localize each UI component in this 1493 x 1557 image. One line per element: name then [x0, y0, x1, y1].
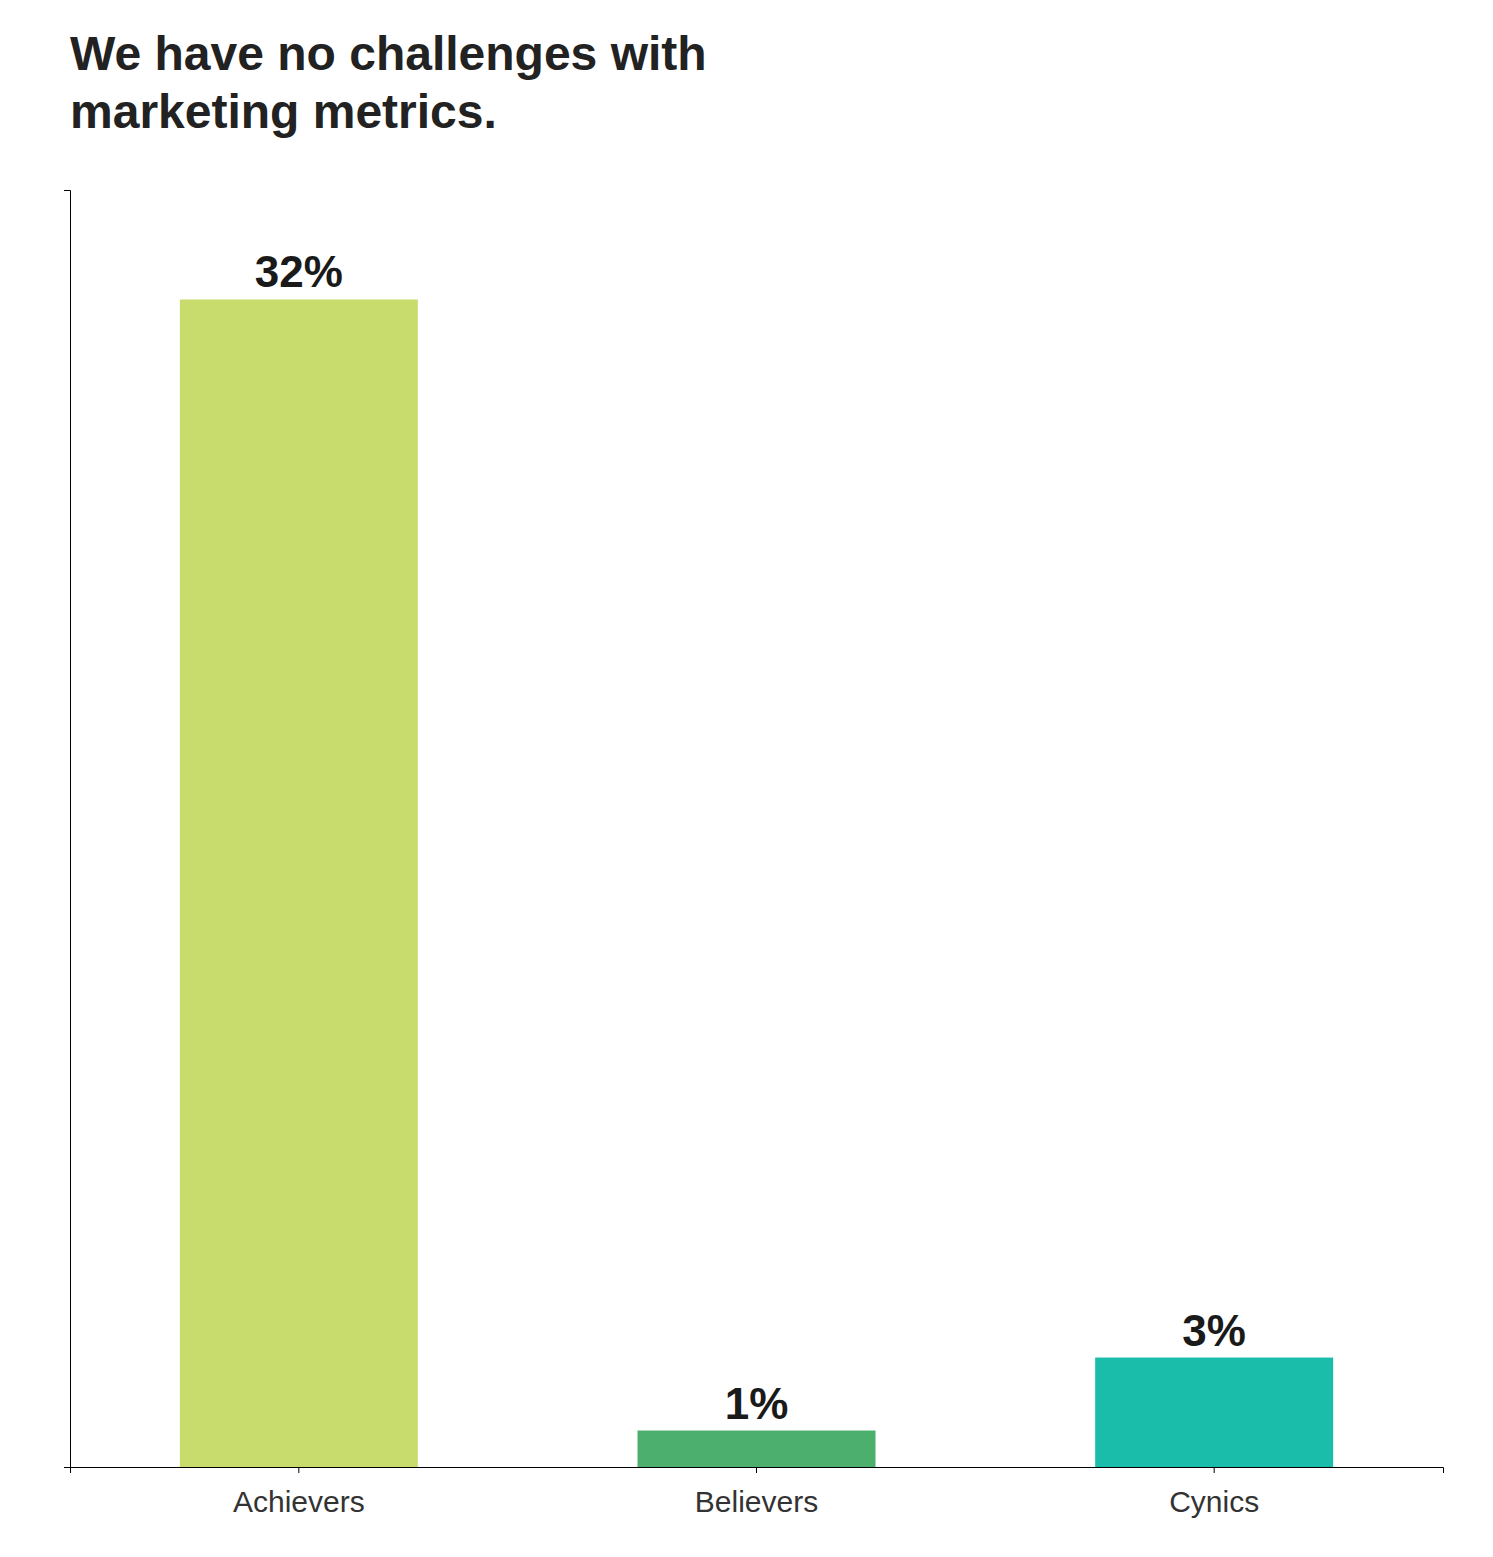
- x-tick-label: Achievers: [233, 1485, 365, 1518]
- x-tick-label: Cynics: [1169, 1485, 1259, 1518]
- chart-root: We have no challenges withmarketing metr…: [0, 0, 1493, 1557]
- title-line: marketing metrics.: [70, 85, 497, 138]
- x-tick: Achievers: [233, 1467, 365, 1518]
- bar: [180, 299, 418, 1467]
- bars: [180, 299, 1333, 1467]
- y-axis-line: [64, 191, 71, 1468]
- plot: Achievers Believers Cynics 32% 1% 3%: [64, 191, 1444, 1519]
- x-tick-mark: [756, 1467, 757, 1473]
- x-tick-mark: [298, 1467, 299, 1473]
- data-labels: 32% 1% 3%: [255, 247, 1246, 1427]
- x-axis: Achievers Believers Cynics: [71, 1467, 1444, 1518]
- bar: [1095, 1358, 1333, 1467]
- x-axis-line: [71, 1468, 1444, 1474]
- x-tick: Believers: [695, 1467, 818, 1518]
- bar: [638, 1431, 876, 1467]
- x-tick-label: Believers: [695, 1485, 818, 1518]
- title-line: We have no challenges with: [70, 27, 707, 80]
- data-label: 1%: [725, 1379, 789, 1428]
- x-tick-mark: [1214, 1467, 1215, 1473]
- data-label: 32%: [255, 247, 343, 296]
- data-label: 3%: [1182, 1306, 1246, 1355]
- title: We have no challenges withmarketing metr…: [70, 27, 707, 138]
- x-tick: Cynics: [1169, 1467, 1259, 1518]
- y-axis: [64, 191, 71, 1468]
